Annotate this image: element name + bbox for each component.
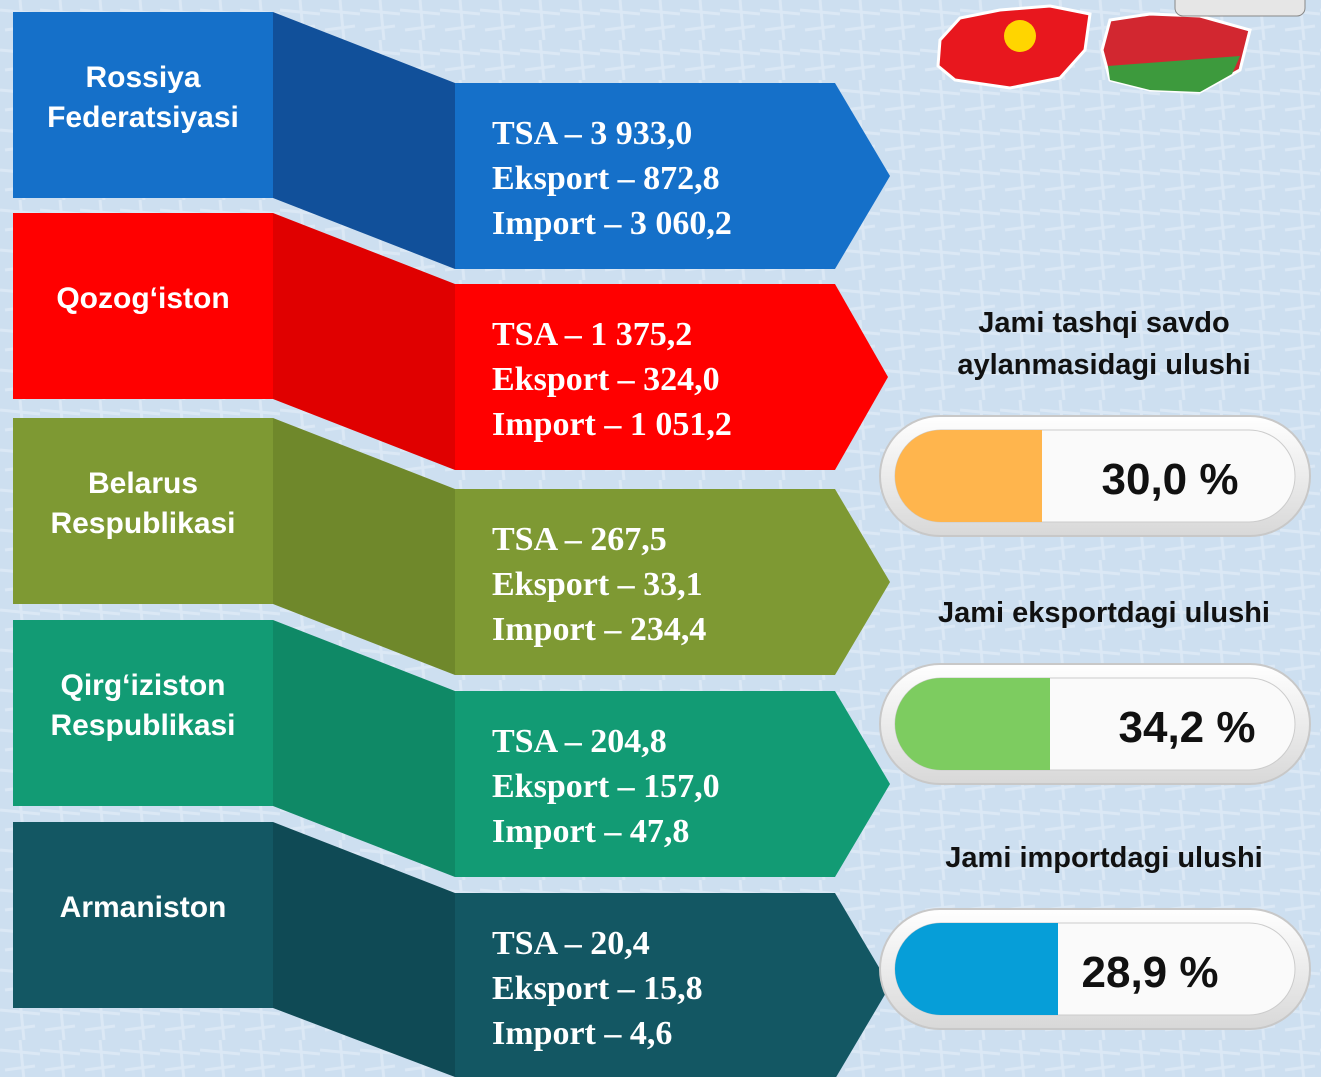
country-name: Rossiya xyxy=(85,61,200,94)
country-box xyxy=(13,12,273,198)
share-title: Jami importdagi ulushi xyxy=(945,842,1262,874)
country-box xyxy=(13,822,273,1008)
share-fill xyxy=(895,923,1058,1015)
stat-line: TSA – 20,4 xyxy=(492,925,650,962)
share-title: Jami tashqi savdo xyxy=(978,307,1229,339)
stats-arrow xyxy=(455,284,888,470)
stat-line: Eksport – 33,1 xyxy=(492,566,703,603)
country-name: Armaniston xyxy=(60,891,227,924)
country-name: Qozog‘iston xyxy=(56,282,229,315)
stat-line: TSA – 267,5 xyxy=(492,521,667,558)
stat-line: Import – 3 060,2 xyxy=(492,205,732,242)
connector xyxy=(273,213,455,470)
connector xyxy=(273,822,455,1077)
flags xyxy=(936,0,1306,94)
country-name: Federatsiyasi xyxy=(47,101,239,134)
share-fill xyxy=(895,430,1042,522)
country-name: Respublikasi xyxy=(50,507,235,540)
country-name: Respublikasi xyxy=(50,709,235,742)
stat-line: Eksport – 872,8 xyxy=(492,160,720,197)
stat-line: Import – 1 051,2 xyxy=(492,406,732,443)
connector xyxy=(273,12,455,269)
country-box xyxy=(13,418,273,604)
stat-line: Eksport – 157,0 xyxy=(492,768,720,805)
share-value: 28,9 % xyxy=(1082,948,1219,997)
share-value: 34,2 % xyxy=(1119,703,1256,752)
country-box xyxy=(13,620,273,806)
stats-arrow xyxy=(455,489,890,675)
stat-line: Eksport – 15,8 xyxy=(492,970,703,1007)
country-box xyxy=(13,213,273,399)
stats-arrow xyxy=(455,691,890,877)
country-name: Qirg‘iziston xyxy=(61,669,226,702)
share-title: Jami eksportdagi ulushi xyxy=(938,597,1270,629)
stat-line: Import – 234,4 xyxy=(492,611,706,648)
share-title: aylanmasidagi ulushi xyxy=(957,349,1250,381)
stat-line: TSA – 3 933,0 xyxy=(492,115,692,152)
connector xyxy=(273,620,455,877)
stat-line: Import – 4,6 xyxy=(492,1015,672,1052)
stat-line: TSA – 204,8 xyxy=(492,723,667,760)
connector xyxy=(273,418,455,675)
stat-line: Eksport – 324,0 xyxy=(492,361,720,398)
stat-line: Import – 47,8 xyxy=(492,813,689,850)
share-value: 30,0 % xyxy=(1102,455,1239,504)
stat-line: TSA – 1 375,2 xyxy=(492,316,692,353)
stats-arrow xyxy=(455,893,890,1077)
country-name: Belarus xyxy=(88,467,198,500)
share-fill xyxy=(895,678,1050,770)
stats-arrow xyxy=(455,83,890,269)
